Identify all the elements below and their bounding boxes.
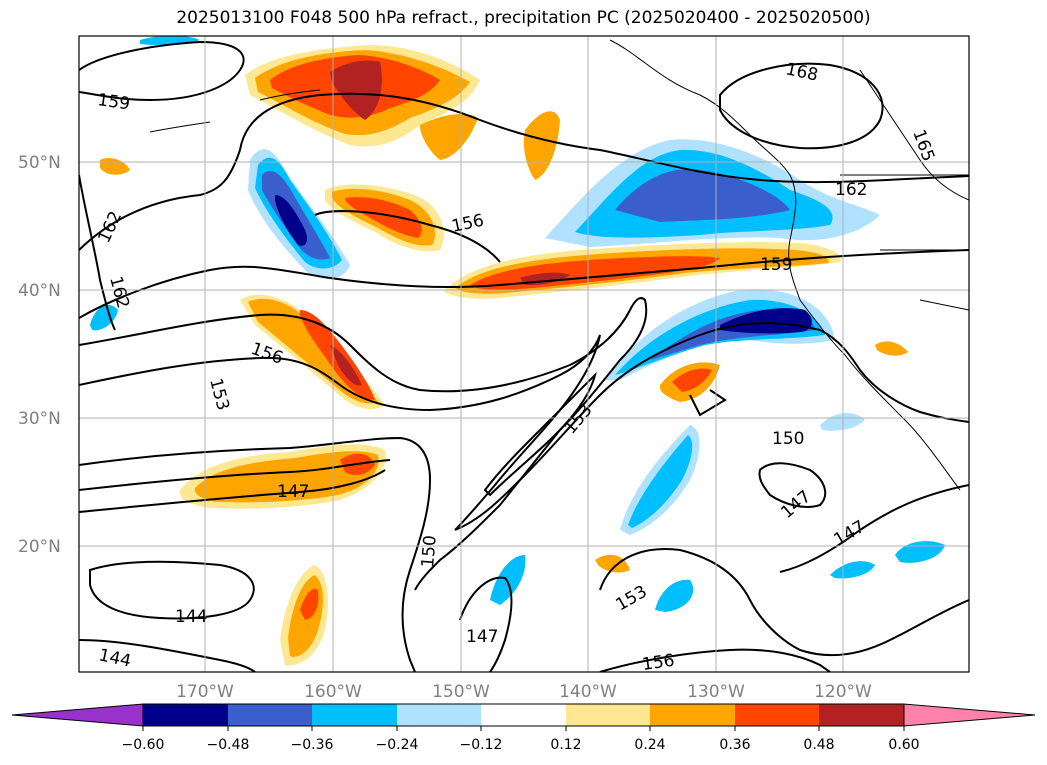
colorbar-segment [228, 704, 312, 726]
colorbar-segment [143, 704, 228, 726]
contour-label: 153 [613, 582, 651, 616]
contour-label: 147 [831, 517, 869, 551]
refractivity-contours [79, 40, 969, 672]
map-frame [78, 35, 970, 673]
lat-label-20n: 20°N [18, 537, 61, 557]
lat-label-30n: 30°N [18, 409, 61, 429]
contour-label: 150 [772, 429, 804, 449]
colorbar-segment [735, 704, 819, 726]
colorbar: −0.60 −0.48 −0.36 −0.24 −0.12 0.12 0.24 … [11, 703, 1036, 753]
colorbar-tick: −0.36 [291, 737, 334, 753]
contour-label: 156 [450, 211, 486, 237]
lon-label-140w: 140°W [559, 682, 617, 702]
colorbar-segment [481, 704, 566, 726]
contour-label: 156 [641, 651, 676, 675]
contour-label: 144 [175, 607, 207, 627]
graticule [79, 36, 969, 672]
colorbar-tick: 0.60 [888, 737, 919, 753]
lon-label-160w: 160°W [304, 682, 362, 702]
colorbar-segment [566, 704, 650, 726]
contour-label: 153 [205, 376, 233, 413]
colorbar-tick: 0.12 [550, 737, 581, 753]
colorbar-tick: 0.48 [803, 737, 834, 753]
lon-label-120w: 120°W [814, 682, 872, 702]
contour-label: 147 [277, 482, 309, 502]
contour-label: 165 [908, 127, 938, 164]
lon-label-150w: 150°W [432, 682, 490, 702]
latitude-labels: 50°N 40°N 30°N 20°N [18, 153, 61, 557]
colorbar-segment [819, 704, 904, 726]
longitude-labels: 170°W 160°W 150°W 140°W 130°W 120°W [176, 682, 872, 702]
colorbar-tick: −0.48 [207, 737, 250, 753]
contour-label: 159 [96, 90, 131, 114]
contour-label: 147 [466, 627, 498, 647]
contour-label: 150 [418, 534, 441, 568]
precipitation-shading [90, 36, 945, 666]
colorbar-tick: −0.12 [460, 737, 503, 753]
contour-label: 162 [94, 208, 126, 246]
colorbar-tick: 0.24 [634, 737, 665, 753]
colorbar-tick: −0.24 [376, 737, 419, 753]
colorbar-tick: −0.60 [122, 737, 165, 753]
contour-label: 147 [777, 487, 815, 523]
colorbar-segment [903, 703, 1036, 727]
colorbar-frame [142, 703, 905, 727]
contour-label: 159 [760, 255, 792, 275]
colorbar-segment [312, 704, 397, 726]
contour-label: 144 [97, 645, 133, 671]
lon-label-130w: 130°W [687, 682, 745, 702]
lon-label-170w: 170°W [176, 682, 234, 702]
colorbar-segment [650, 704, 735, 726]
colorbar-segment [11, 703, 144, 727]
colorbar-tick: 0.36 [719, 737, 750, 753]
contour-label: 162 [835, 180, 867, 200]
map-title: 2025013100 F048 500 hPa refract., precip… [176, 8, 871, 28]
colorbar-segment [397, 704, 481, 726]
lat-label-50n: 50°N [18, 153, 61, 173]
lat-label-40n: 40°N [18, 281, 61, 301]
